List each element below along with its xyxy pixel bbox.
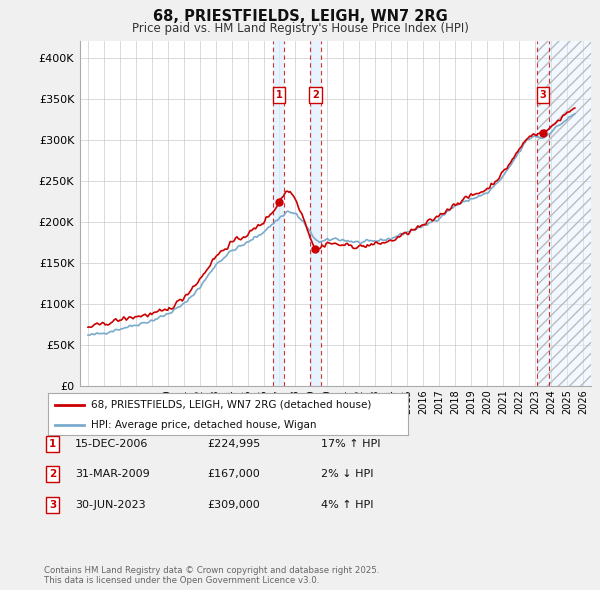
Text: 17% ↑ HPI: 17% ↑ HPI [321, 439, 380, 448]
Text: 3: 3 [49, 500, 56, 510]
Text: £167,000: £167,000 [207, 470, 260, 479]
Text: £309,000: £309,000 [207, 500, 260, 510]
Text: 4% ↑ HPI: 4% ↑ HPI [321, 500, 373, 510]
Text: 3: 3 [539, 90, 547, 100]
Text: 31-MAR-2009: 31-MAR-2009 [75, 470, 150, 479]
Text: 30-JUN-2023: 30-JUN-2023 [75, 500, 146, 510]
Bar [273, 41, 284, 386]
Text: Price paid vs. HM Land Registry's House Price Index (HPI): Price paid vs. HM Land Registry's House … [131, 22, 469, 35]
Text: 15-DEC-2006: 15-DEC-2006 [75, 439, 148, 448]
Text: Contains HM Land Registry data © Crown copyright and database right 2025.
This d: Contains HM Land Registry data © Crown c… [44, 566, 379, 585]
Bar [538, 41, 591, 386]
Text: 2: 2 [312, 90, 319, 100]
Text: £224,995: £224,995 [207, 439, 260, 448]
Text: 68, PRIESTFIELDS, LEIGH, WN7 2RG (detached house): 68, PRIESTFIELDS, LEIGH, WN7 2RG (detach… [91, 400, 371, 410]
Text: 2% ↓ HPI: 2% ↓ HPI [321, 470, 373, 479]
Text: 2: 2 [49, 470, 56, 479]
Text: 68, PRIESTFIELDS, LEIGH, WN7 2RG: 68, PRIESTFIELDS, LEIGH, WN7 2RG [152, 9, 448, 24]
Text: 1: 1 [49, 439, 56, 448]
Text: 1: 1 [275, 90, 282, 100]
Text: HPI: Average price, detached house, Wigan: HPI: Average price, detached house, Wiga… [91, 420, 317, 430]
Bar [310, 41, 321, 386]
Bar [538, 41, 591, 386]
